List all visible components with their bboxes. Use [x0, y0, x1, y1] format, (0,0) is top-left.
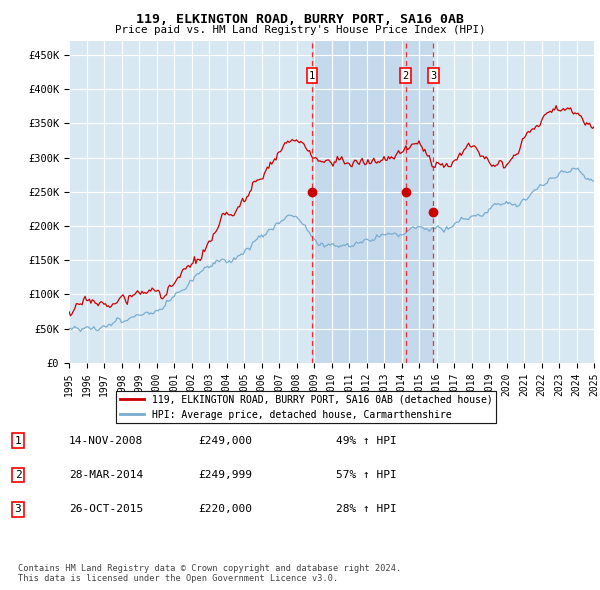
Text: 3: 3 — [430, 71, 436, 80]
Text: £220,000: £220,000 — [198, 504, 252, 514]
Text: 1: 1 — [308, 71, 315, 80]
Text: 3: 3 — [14, 504, 22, 514]
Text: 28% ↑ HPI: 28% ↑ HPI — [336, 504, 397, 514]
Bar — [312, 41, 433, 363]
Text: 2: 2 — [403, 71, 409, 80]
Text: 28-MAR-2014: 28-MAR-2014 — [69, 470, 143, 480]
Text: Price paid vs. HM Land Registry's House Price Index (HPI): Price paid vs. HM Land Registry's House … — [115, 25, 485, 35]
Text: 14-NOV-2008: 14-NOV-2008 — [69, 436, 143, 445]
Text: 26-OCT-2015: 26-OCT-2015 — [69, 504, 143, 514]
Text: 1: 1 — [14, 436, 22, 445]
Text: 57% ↑ HPI: 57% ↑ HPI — [336, 470, 397, 480]
Text: £249,000: £249,000 — [198, 436, 252, 445]
Text: Contains HM Land Registry data © Crown copyright and database right 2024.
This d: Contains HM Land Registry data © Crown c… — [18, 563, 401, 583]
Text: 119, ELKINGTON ROAD, BURRY PORT, SA16 0AB: 119, ELKINGTON ROAD, BURRY PORT, SA16 0A… — [136, 13, 464, 26]
Text: £249,999: £249,999 — [198, 470, 252, 480]
Text: 2: 2 — [14, 470, 22, 480]
Legend: 119, ELKINGTON ROAD, BURRY PORT, SA16 0AB (detached house), HPI: Average price, : 119, ELKINGTON ROAD, BURRY PORT, SA16 0A… — [116, 391, 496, 424]
Text: 49% ↑ HPI: 49% ↑ HPI — [336, 436, 397, 445]
